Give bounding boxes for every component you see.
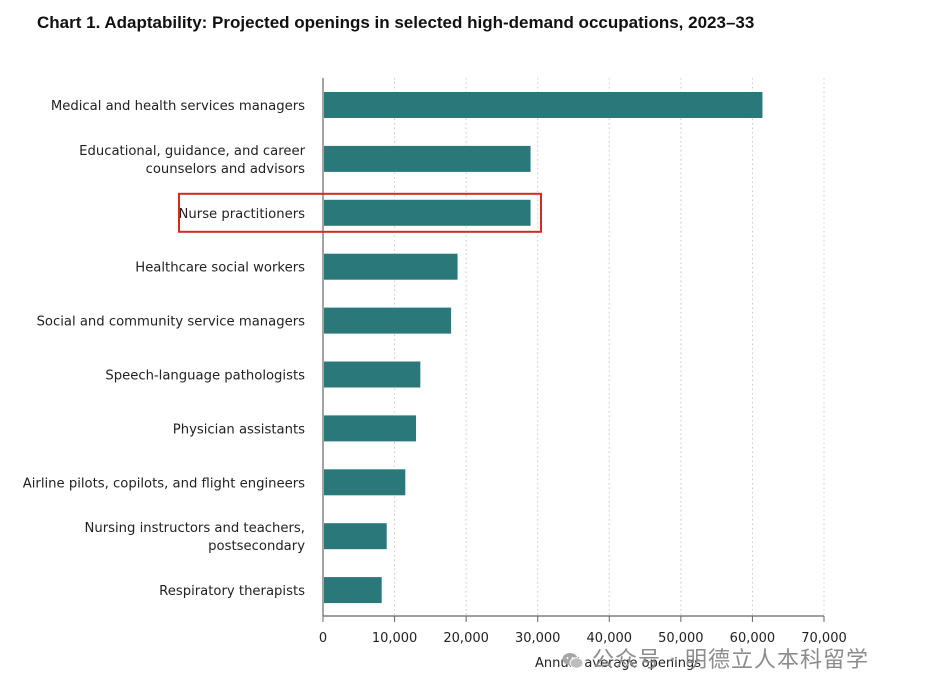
category-labels: Medical and health services managers Educ… xyxy=(23,99,306,599)
category-label: Healthcare social workers xyxy=(135,261,305,276)
category-label: Medical and health services managers xyxy=(51,99,305,114)
category-label: postsecondary xyxy=(208,539,305,554)
x-tick-label: 0 xyxy=(319,631,327,646)
category-label: Nursing instructors and teachers, xyxy=(85,521,306,536)
x-tick-label: 30,000 xyxy=(515,631,561,646)
bar xyxy=(324,361,421,388)
category-label: Speech-language pathologists xyxy=(105,369,305,384)
x-tick-label: 70,000 xyxy=(801,631,847,646)
bar xyxy=(324,307,452,334)
category-label: Respiratory therapists xyxy=(159,584,305,599)
highlight-rect xyxy=(178,192,542,233)
bar xyxy=(324,253,458,280)
chart-title: Chart 1. Adaptability: Projected opening… xyxy=(37,13,755,32)
x-tick-label: 10,000 xyxy=(372,631,418,646)
highlight-box xyxy=(178,192,542,233)
bar xyxy=(324,469,406,496)
bar xyxy=(324,145,531,172)
bars xyxy=(324,92,763,604)
x-tick-label: 50,000 xyxy=(658,631,704,646)
category-label: Social and community service managers xyxy=(37,315,306,330)
bar xyxy=(324,523,387,550)
category-label: counselors and advisors xyxy=(146,162,306,177)
bar xyxy=(324,415,417,442)
x-tick-label: 40,000 xyxy=(587,631,633,646)
category-label: Airline pilots, copilots, and flight eng… xyxy=(23,476,305,491)
x-tick-label: 20,000 xyxy=(443,631,489,646)
bar xyxy=(324,199,531,226)
category-label: Nurse practitioners xyxy=(179,207,306,222)
x-tick-label: 60,000 xyxy=(730,631,776,646)
wechat-icon xyxy=(562,653,584,669)
category-label: Physician assistants xyxy=(173,422,305,437)
watermark-text: 公众号 · 明德立人本科留学 xyxy=(592,648,869,673)
category-label: Educational, guidance, and career xyxy=(79,144,305,159)
bar xyxy=(324,577,382,604)
watermark: 公众号 · 明德立人本科留学 xyxy=(562,642,869,674)
bar xyxy=(324,92,763,118)
